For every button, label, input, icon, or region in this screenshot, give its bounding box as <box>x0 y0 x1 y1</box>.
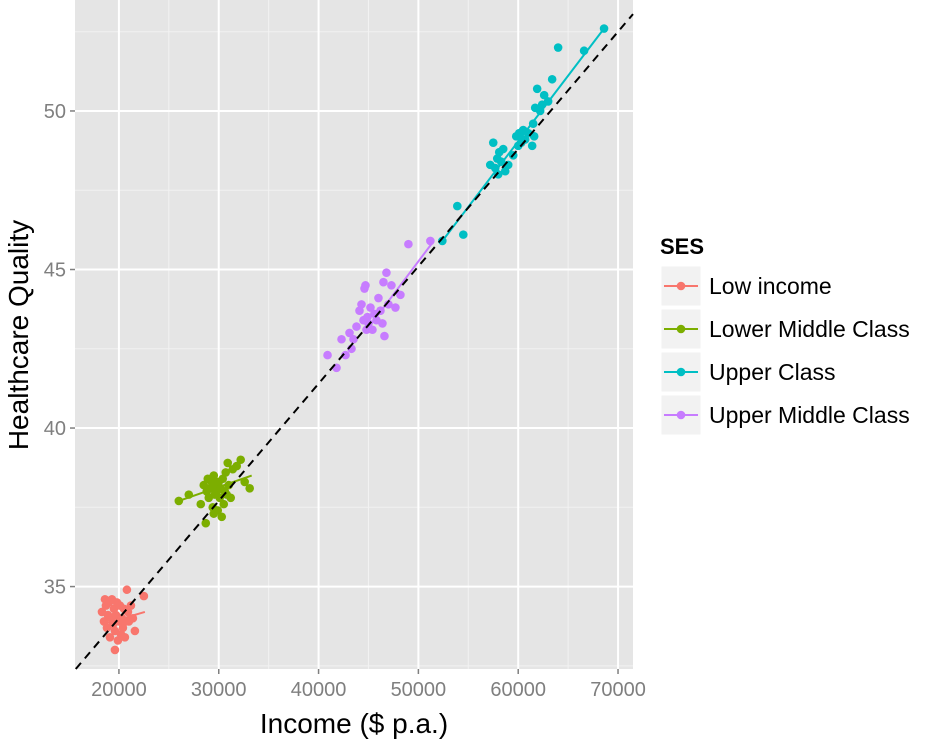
data-point <box>100 594 110 604</box>
legend-item: Upper Class <box>660 351 836 393</box>
data-point <box>122 585 132 595</box>
data-point <box>599 24 609 33</box>
data-point <box>341 350 350 360</box>
data-point <box>215 493 225 503</box>
data-point <box>382 268 391 277</box>
data-point <box>380 331 389 341</box>
data-point <box>537 100 547 109</box>
data-point <box>352 322 361 331</box>
data-point <box>219 499 229 509</box>
legend-label: Lower Middle Class <box>709 316 910 342</box>
data-point <box>378 319 387 328</box>
data-point <box>221 468 231 477</box>
y-axis: 35 40 45 50 <box>44 101 75 599</box>
data-point <box>201 518 211 528</box>
data-point <box>323 350 332 360</box>
data-point <box>120 632 130 642</box>
y-tick-label: 40 <box>44 418 66 440</box>
data-point <box>217 512 227 522</box>
identity-dashed-line <box>74 13 634 670</box>
x-tick-label: 60000 <box>490 679 546 701</box>
data-point <box>174 496 184 506</box>
legend-key-point <box>676 367 686 377</box>
data-point <box>459 230 468 239</box>
legend-label: Upper Middle Class <box>709 402 910 428</box>
legend-item: Low income <box>660 265 832 307</box>
data-point <box>345 328 354 338</box>
legend: SES Low income Lower Middle Class Upper Cl… <box>660 234 910 436</box>
data-point <box>579 46 589 56</box>
data-point <box>357 300 366 309</box>
x-tick-label: 20000 <box>91 679 147 701</box>
data-point <box>496 157 506 167</box>
legend-item: Upper Middle Class <box>660 394 910 436</box>
legend-label: Low income <box>709 273 832 299</box>
legend-key-point <box>676 324 686 334</box>
data-point <box>240 477 249 487</box>
data-point <box>553 43 563 52</box>
legend-key-point <box>676 281 686 291</box>
data-point <box>245 483 254 493</box>
data-point <box>396 290 405 300</box>
data-point <box>368 325 377 335</box>
legend-item: Lower Middle Class <box>660 308 910 350</box>
data-point <box>105 632 115 642</box>
data-point <box>232 461 242 471</box>
data-point <box>384 300 393 309</box>
data-point <box>128 613 138 623</box>
data-point <box>547 74 557 84</box>
data-point <box>223 458 233 468</box>
data-point <box>236 455 246 465</box>
data-point <box>202 487 212 496</box>
data-point <box>361 281 370 290</box>
legend-label: Upper Class <box>709 359 836 385</box>
data-point <box>130 626 140 636</box>
data-point <box>139 591 149 601</box>
y-tick-label: 35 <box>44 577 66 599</box>
data-point <box>121 617 131 626</box>
legend-key-point <box>676 410 686 420</box>
data-point <box>363 312 372 322</box>
x-tick-label: 40000 <box>291 679 347 701</box>
data-point <box>438 236 447 246</box>
data-point <box>366 303 375 312</box>
legend-title: SES <box>660 234 704 259</box>
x-axis-title: Income ($ p.a.) <box>260 708 448 739</box>
x-tick-label: 70000 <box>590 679 646 701</box>
x-axis: 20000 30000 40000 50000 60000 70000 <box>91 669 646 701</box>
data-point <box>488 138 498 147</box>
data-point <box>527 141 537 151</box>
y-tick-label: 45 <box>44 260 66 282</box>
data-point <box>539 90 549 100</box>
data-point <box>184 490 194 499</box>
data-point <box>209 509 219 518</box>
data-point <box>337 334 346 344</box>
reference-line <box>74 13 634 670</box>
data-point <box>196 499 206 509</box>
data-point <box>532 84 542 94</box>
data-points <box>97 24 609 655</box>
data-point <box>379 277 388 287</box>
x-tick-label: 30000 <box>191 679 247 701</box>
data-point <box>110 645 120 655</box>
data-point <box>453 201 462 211</box>
data-point <box>498 144 508 154</box>
data-point <box>209 471 219 480</box>
y-axis-title: Healthcare Quality <box>3 220 34 450</box>
data-point <box>374 293 383 303</box>
data-point <box>391 303 400 312</box>
y-tick-label: 50 <box>44 101 66 123</box>
data-point <box>528 119 538 128</box>
data-point <box>226 493 236 503</box>
x-tick-label: 50000 <box>391 679 447 701</box>
data-point <box>349 334 358 344</box>
data-point <box>387 281 396 290</box>
data-point <box>404 239 413 249</box>
data-point <box>426 236 435 246</box>
